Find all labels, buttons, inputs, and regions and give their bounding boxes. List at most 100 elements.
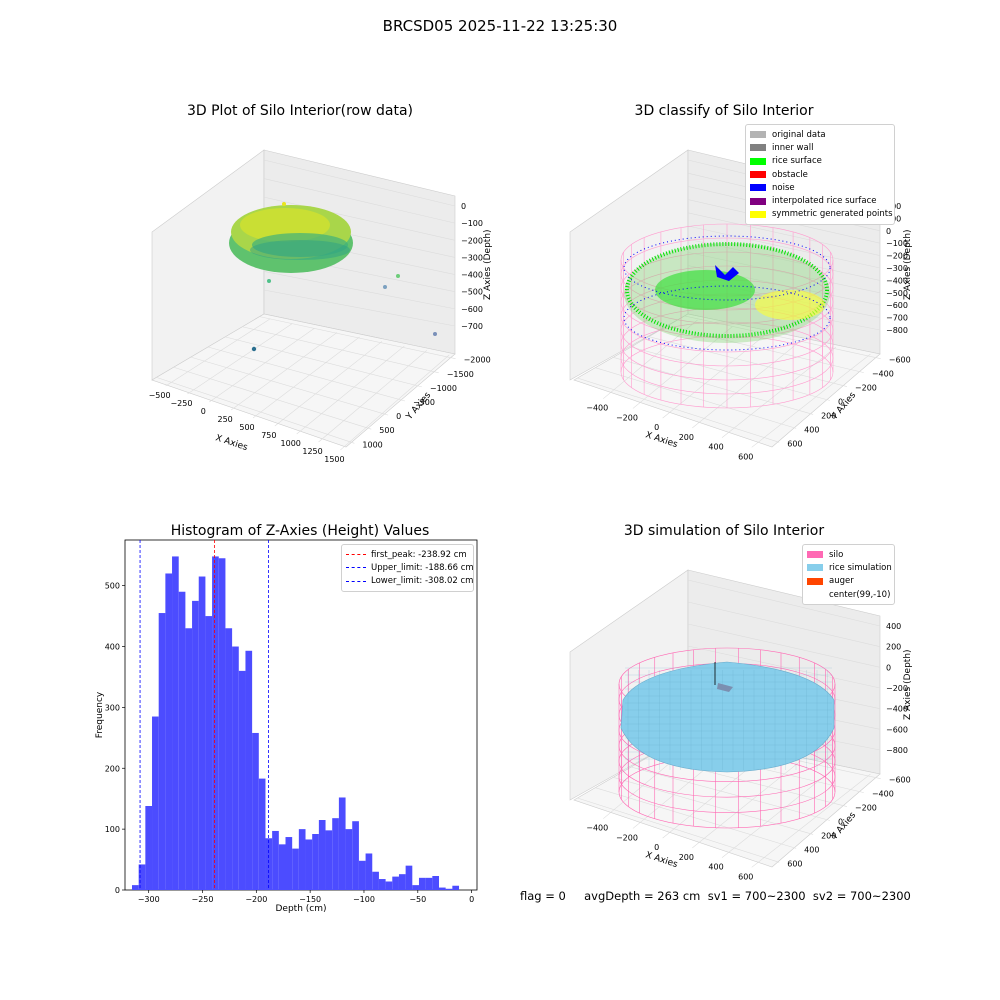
legend-label: Upper_limit: -188.66 cm bbox=[371, 562, 474, 573]
histogram-bar bbox=[432, 876, 440, 890]
histogram-bar bbox=[412, 885, 419, 890]
legend-swatch bbox=[807, 564, 823, 572]
legend-swatch bbox=[807, 591, 823, 599]
legend-item: original data bbox=[750, 128, 890, 141]
plot1-3d-axes bbox=[151, 149, 456, 451]
histogram-bar bbox=[418, 877, 426, 890]
histogram-bar bbox=[439, 887, 446, 890]
legend-swatch bbox=[750, 144, 766, 152]
histogram-bar bbox=[285, 837, 293, 890]
p4-x-tick: 400 bbox=[708, 863, 723, 872]
legend-item: Upper_limit: -188.66 cm bbox=[346, 561, 474, 574]
legend-label: inner wall bbox=[772, 142, 814, 153]
p4-y-tick: 600 bbox=[787, 859, 802, 868]
histogram-y-tick: 0 bbox=[115, 886, 120, 895]
p1-y-tick: −2000 bbox=[464, 356, 491, 365]
histogram-bar bbox=[145, 806, 153, 890]
p1-y-tick: −1500 bbox=[447, 370, 474, 379]
plot1-title: 3D Plot of Silo Interior(row data) bbox=[186, 103, 414, 119]
plot2-title: 3D classify of Silo Interior bbox=[634, 103, 814, 119]
histogram-bar bbox=[232, 646, 239, 890]
histogram-bar bbox=[205, 616, 213, 890]
legend-swatch bbox=[346, 567, 366, 569]
p4-y-tick: −400 bbox=[872, 790, 894, 799]
p4-z-tick: −600 bbox=[886, 725, 908, 734]
histogram-bar bbox=[392, 876, 399, 890]
legend-item: rice surface bbox=[750, 155, 890, 168]
histogram-bar bbox=[225, 628, 233, 890]
histogram-bar bbox=[272, 830, 279, 890]
histogram-bar bbox=[352, 821, 359, 890]
histogram-bar bbox=[345, 829, 353, 890]
histogram-bar bbox=[292, 848, 299, 890]
histogram-bar bbox=[305, 839, 313, 890]
legend-swatch bbox=[750, 184, 766, 192]
p1-z-tick: −200 bbox=[461, 236, 483, 245]
legend-label: rice surface bbox=[772, 156, 822, 167]
p4-z-tick: −800 bbox=[886, 746, 908, 755]
p2-z-tick: −600 bbox=[886, 301, 908, 310]
p1-y-tick: 500 bbox=[379, 426, 394, 435]
legend-label: rice simulation bbox=[829, 562, 892, 573]
plot4-legend: silo rice simulation auger center(99,-10) bbox=[802, 544, 895, 606]
legend-item: rice simulation bbox=[807, 561, 892, 574]
legend-swatch bbox=[750, 197, 766, 205]
histogram-bar bbox=[138, 864, 146, 890]
p4-z-tick: 0 bbox=[886, 663, 891, 672]
histogram-bar bbox=[258, 778, 266, 890]
legend-item: interpolated rice surface bbox=[750, 194, 890, 207]
histogram-bar bbox=[298, 829, 306, 890]
p1-z-tick: −500 bbox=[461, 288, 483, 297]
p2-y-tick: −200 bbox=[855, 384, 877, 393]
status-footer: flag = 0 avgDepth = 263 cm sv1 = 700~230… bbox=[520, 889, 911, 903]
p4-y-tick: 200 bbox=[821, 831, 836, 840]
plot4-y-label: Y Axies bbox=[829, 810, 858, 842]
histogram-bar bbox=[338, 797, 346, 890]
p2-x-tick: 600 bbox=[738, 452, 753, 461]
histogram-bar bbox=[312, 834, 319, 890]
histogram-y-tick: 200 bbox=[105, 764, 120, 773]
p2-x-tick: −400 bbox=[586, 404, 608, 413]
p1-x-tick: 0 bbox=[201, 407, 206, 416]
histogram-x-label: Depth (cm) bbox=[275, 904, 326, 914]
plot1-z-label: Z Axies (Depth) bbox=[483, 229, 493, 300]
legend-swatch bbox=[346, 580, 366, 582]
legend-item: Lower_limit: -308.02 cm bbox=[346, 575, 473, 588]
plot2-ticks: −400−20002004006006004002000−200−400−600… bbox=[586, 202, 913, 461]
p2-x-tick: −200 bbox=[616, 413, 638, 422]
histogram-bar bbox=[185, 628, 193, 890]
p1-y-tick: −1000 bbox=[430, 384, 457, 393]
histogram-bar bbox=[372, 871, 379, 890]
p1-z-tick: 0 bbox=[461, 202, 466, 211]
histogram-bar bbox=[218, 558, 226, 890]
histogram-y-tick: 300 bbox=[105, 703, 120, 712]
p2-y-tick: 0 bbox=[838, 398, 843, 407]
plot4-z-label: Z Axies (Depth) bbox=[903, 649, 913, 720]
p4-y-tick: −200 bbox=[855, 804, 877, 813]
p4-x-tick: 0 bbox=[654, 843, 659, 852]
legend-item: first_peak: -238.92 cm bbox=[346, 548, 469, 561]
p4-x-tick: −400 bbox=[586, 824, 608, 833]
legend-label: first_peak: -238.92 cm bbox=[371, 549, 467, 560]
p2-z-tick: −200 bbox=[886, 252, 908, 261]
histogram-y-label: Frequency bbox=[95, 691, 105, 738]
histogram-bar bbox=[192, 600, 199, 890]
histogram-x-tick: −200 bbox=[245, 895, 267, 904]
histogram-y-tick: 400 bbox=[105, 643, 120, 652]
histogram-bar bbox=[198, 576, 206, 890]
legend-label: original data bbox=[772, 129, 826, 140]
p2-x-tick: 200 bbox=[679, 433, 694, 442]
histogram-bar bbox=[238, 670, 246, 890]
p1-z-tick: −600 bbox=[461, 305, 483, 314]
p2-z-tick: −300 bbox=[886, 264, 908, 273]
histogram-bar bbox=[212, 556, 219, 890]
histogram-x-tick: −150 bbox=[299, 895, 321, 904]
p2-y-tick: −400 bbox=[872, 370, 894, 379]
p1-y-tick: 0 bbox=[396, 412, 401, 421]
histogram-x-tick: −300 bbox=[138, 895, 160, 904]
legend-swatch bbox=[750, 157, 766, 165]
p1-x-tick: 750 bbox=[261, 431, 276, 440]
p2-y-tick: 600 bbox=[787, 439, 802, 448]
histogram-bar bbox=[252, 732, 259, 890]
plot2-y-label: Y Axies bbox=[829, 390, 858, 422]
